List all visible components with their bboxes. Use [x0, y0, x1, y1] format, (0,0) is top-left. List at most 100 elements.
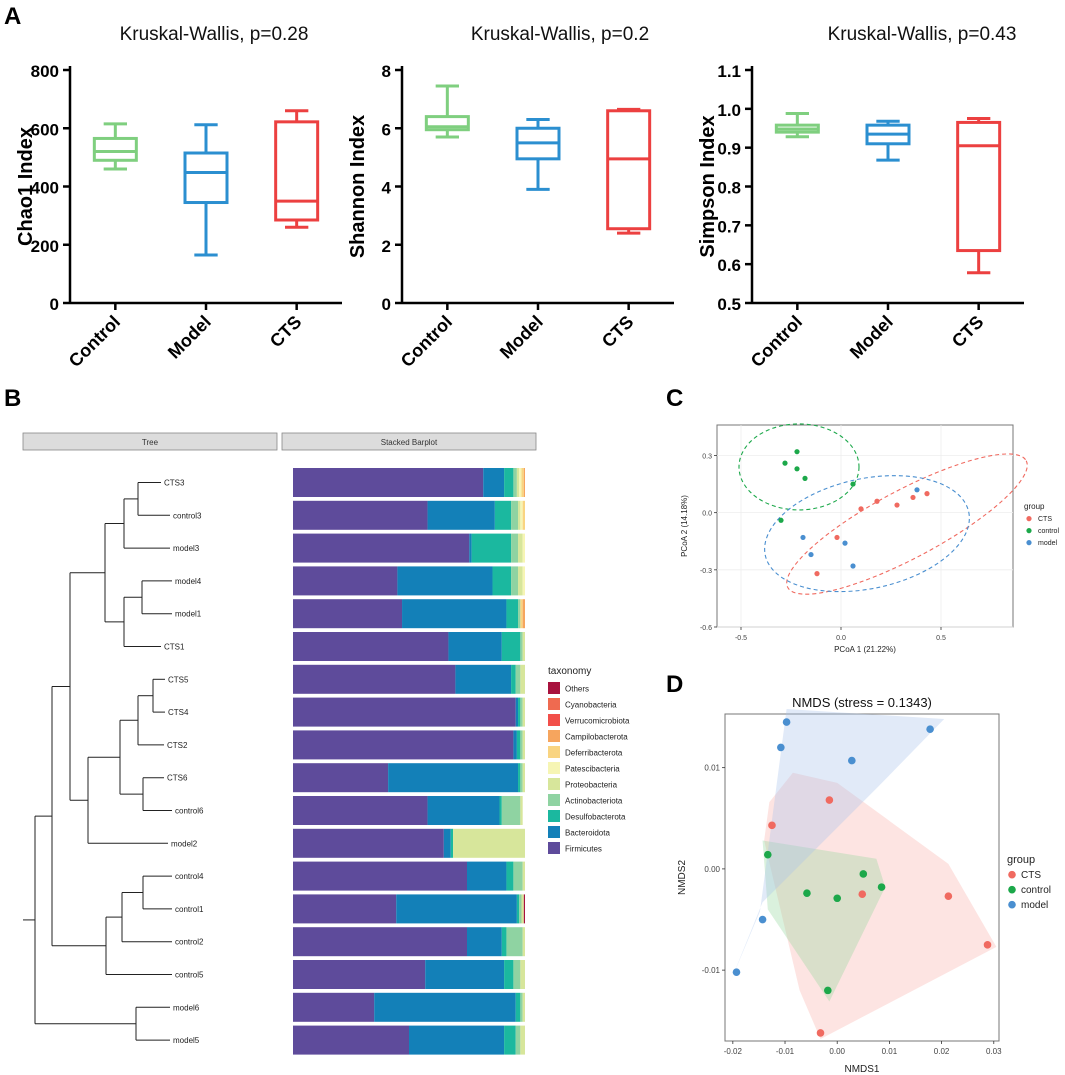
point-control: [794, 466, 800, 472]
y-tick-label: 1.0: [717, 101, 741, 120]
sample-label: model3: [173, 544, 200, 553]
bar-segment-actinobacteriota: [515, 1025, 521, 1055]
x-axis-label: PCoA 1 (21.22%): [834, 645, 896, 654]
sample-label: model5: [173, 1036, 200, 1045]
bar-segment-desulfobacterota: [501, 927, 507, 957]
legend-label: Patescibacteria: [565, 765, 620, 774]
bar-segment-bacteroidota: [427, 796, 500, 825]
sample-label: control5: [175, 971, 204, 980]
legend-swatch-verrucomicrobiota: [548, 714, 560, 726]
bar-segment-actinobacteriota: [513, 861, 523, 891]
bar-segment-firmicutes: [293, 1025, 409, 1055]
box-cts: [274, 120, 320, 222]
point-cts: [834, 534, 840, 541]
group-hull-control: [762, 840, 886, 1002]
legend-label: control: [1038, 528, 1059, 535]
bar-segment-proteobacteria: [520, 960, 525, 989]
sample-label: control6: [175, 807, 204, 816]
bar-segment-desulfobacterota: [499, 796, 502, 825]
point-model: [926, 725, 934, 733]
x-tick-label: Model: [846, 312, 897, 363]
point-model: [758, 915, 767, 924]
y-tick-label: 6: [382, 120, 391, 139]
bar-segment-proteobacteria: [522, 730, 525, 760]
point-control: [833, 894, 842, 903]
sample-label: CTS1: [164, 643, 185, 652]
legend-label: control: [1021, 885, 1051, 896]
bar-segment-proteobacteria: [520, 796, 523, 825]
bar-segment-proteobacteria: [522, 927, 525, 957]
bar-segment-desulfobacterota: [471, 533, 512, 563]
bar-segment-desulfobacterota: [515, 992, 521, 1022]
y-tick-label: 0.0: [702, 511, 712, 518]
legend-label: Actinobacteriota: [565, 797, 623, 806]
x-tick-label: CTS: [598, 312, 638, 352]
bar-segment-firmicutes: [293, 763, 389, 793]
confidence-ellipse-model: [764, 475, 970, 593]
y-tick-label: 800: [31, 62, 59, 81]
bar-segment-firmicutes: [293, 796, 428, 825]
bar-segment-actinobacteriota: [519, 894, 522, 924]
plot-frame: [716, 424, 1014, 628]
sample-label: CTS6: [167, 774, 188, 783]
box-control: [424, 115, 470, 132]
bar-segment-firmicutes: [293, 697, 516, 727]
y-tick-label: 0.3: [702, 453, 712, 460]
sample-label: control2: [175, 938, 204, 947]
bar-segment-firmicutes: [293, 960, 426, 989]
bar-segment-proteobacteria: [521, 894, 524, 924]
point-model: [800, 534, 806, 541]
point-control: [763, 850, 772, 859]
point-control: [850, 481, 856, 487]
bar-segment-bacteroidota: [425, 960, 505, 989]
bar-segment-desulfobacterota: [506, 861, 514, 891]
point-model: [782, 718, 791, 726]
legend-label: Deferribacterota: [565, 749, 623, 758]
legend-label: model: [1021, 900, 1048, 911]
y-tick-label: 0: [50, 295, 59, 314]
point-model: [842, 540, 848, 546]
x-tick-label: 0.02: [934, 1047, 950, 1056]
bar-segment-actinobacteriota: [520, 763, 523, 793]
y-tick-label: -0.01: [702, 966, 721, 975]
tree-header: Tree: [142, 438, 159, 447]
legend-swatch-others: [548, 682, 560, 694]
y-tick-label: 0: [382, 295, 391, 314]
bar-segment-bacteroidota: [448, 632, 502, 661]
y-tick-label: 400: [31, 179, 59, 198]
point-cts: [858, 506, 864, 512]
bar-segment-desulfobacterota: [492, 566, 512, 596]
bar-segment-bacteroidota: [467, 927, 502, 957]
box-model: [183, 151, 229, 205]
bar-segment-bacteroidota: [374, 992, 516, 1022]
bar-segment-desulfobacterota: [506, 599, 519, 629]
bar-segment-proteobacteria: [520, 1025, 525, 1055]
x-tick-label: -0.5: [735, 635, 747, 642]
bar-segment-proteobacteria: [518, 500, 521, 530]
point-cts: [814, 571, 820, 577]
sample-label: CTS5: [168, 675, 189, 684]
bar-segment-desulfobacterota: [516, 730, 521, 760]
panel-letter-c: C: [666, 385, 683, 412]
bar-segment-actinobacteriota: [501, 796, 521, 825]
legend-marker-model: [1026, 540, 1032, 546]
bar-segment-bacteroidota: [469, 533, 472, 563]
point-control: [782, 460, 788, 466]
legend-marker-cts: [1026, 516, 1032, 522]
bar-segment-proteobacteria: [520, 664, 525, 694]
bar-segment-actinobacteriota: [511, 500, 519, 530]
alpha-simpson-chart: Kruskal-Wallis, p=0.43 Simpson Index 0.5 0.…: [697, 24, 1024, 371]
bar-segment-desulfobacterota: [450, 828, 454, 858]
bar-segment-firmicutes: [293, 468, 484, 497]
y-tick-label: 200: [31, 237, 59, 256]
panel-c-pcoa: C -0.5 0.0 0.5 -0.6 -0.3 0.0 0.3 PCoA 1 (21.22%…: [666, 385, 1059, 654]
panel-letter-b: B: [4, 385, 21, 412]
legend-label: CTS: [1021, 870, 1041, 881]
legend-label: Firmicutes: [565, 845, 602, 854]
point-cts: [825, 796, 834, 804]
bar-segment-actinobacteriota: [511, 566, 519, 596]
alpha-shannon-chart: Kruskal-Wallis, p=0.2 Shannon Index 0 2 4 6 8 C…: [347, 24, 674, 371]
y-tick-label: 2: [382, 237, 391, 256]
bar-segment-bacteroidota: [396, 894, 517, 924]
